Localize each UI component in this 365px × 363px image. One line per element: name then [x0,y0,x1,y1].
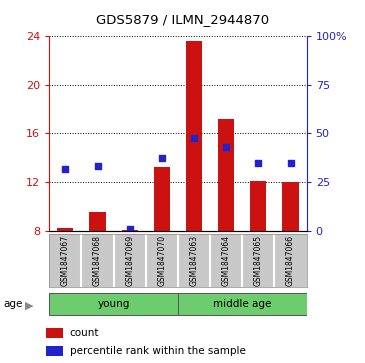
Text: count: count [70,328,99,338]
Bar [178,293,307,315]
Point [255,160,261,166]
Point [127,227,132,232]
Text: young: young [97,299,130,309]
Text: GSM1847063: GSM1847063 [189,235,199,286]
Bar [218,119,234,231]
Text: GSM1847069: GSM1847069 [125,235,134,286]
Bar [250,181,266,231]
Text: middle age: middle age [213,299,272,309]
Point [191,135,197,141]
Point [62,166,68,171]
Text: GSM1847066: GSM1847066 [286,235,295,286]
Bar [122,230,138,231]
Point [288,160,293,166]
Bar [46,328,64,338]
Point [223,144,229,150]
Bar [186,41,202,231]
Bar [57,228,73,231]
Bar [283,182,299,231]
Text: GSM1847070: GSM1847070 [157,235,166,286]
Bar [89,212,105,231]
Text: GSM1847068: GSM1847068 [93,235,102,286]
Text: GDS5879 / ILMN_2944870: GDS5879 / ILMN_2944870 [96,13,269,26]
Text: ▶: ▶ [25,301,33,311]
Bar [154,167,170,231]
Text: GSM1847067: GSM1847067 [61,235,70,286]
Text: GSM1847065: GSM1847065 [254,235,263,286]
Point [95,163,100,169]
Text: GSM1847064: GSM1847064 [222,235,231,286]
Bar [46,346,64,356]
Text: percentile rank within the sample: percentile rank within the sample [70,346,246,356]
Text: age: age [4,299,23,309]
Point [159,155,165,160]
Bar [49,293,178,315]
